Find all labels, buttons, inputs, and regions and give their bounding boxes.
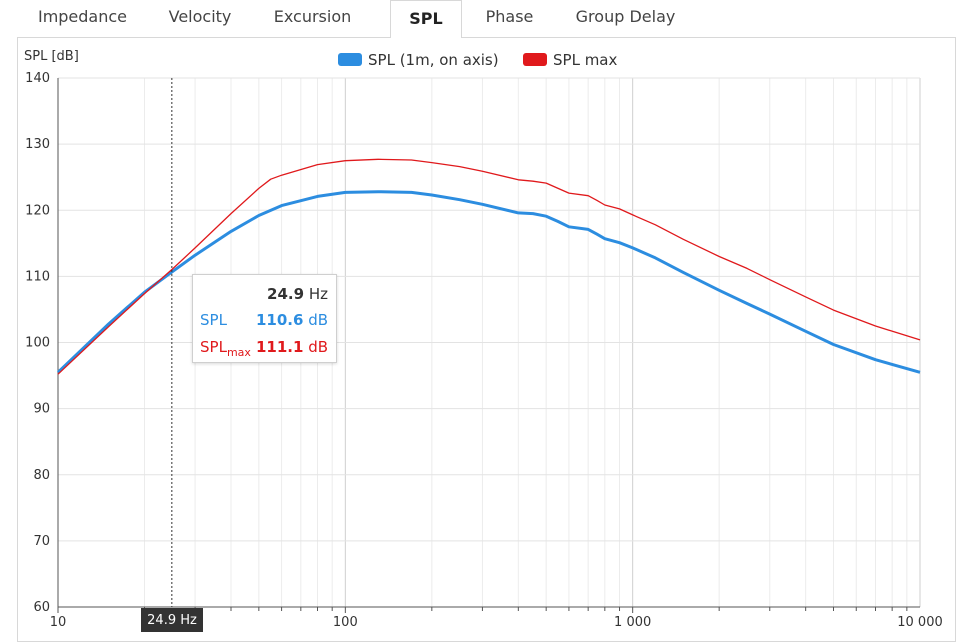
y-tick-label: 60 bbox=[33, 600, 50, 615]
legend-swatch bbox=[338, 53, 362, 66]
y-tick-label: 120 bbox=[25, 203, 50, 218]
y-tick-label: 80 bbox=[33, 468, 50, 483]
y-tick-label: 140 bbox=[25, 71, 50, 86]
tooltip-spl-label: SPL bbox=[200, 311, 227, 329]
x-tick-label: 1 000 bbox=[614, 615, 651, 630]
tooltip-splmax-label: SPLmax bbox=[200, 338, 251, 359]
grid-lines bbox=[57, 77, 921, 608]
tooltip-spl-value: 110.6 dB bbox=[255, 311, 328, 329]
tab-spl[interactable]: SPL bbox=[390, 0, 462, 38]
tab-excursion[interactable]: Excursion bbox=[273, 6, 352, 26]
x-tick-label: 10 bbox=[50, 615, 67, 630]
x-tick-label: 10 000 bbox=[897, 615, 943, 630]
axes: 60 70 80 90 100 110 120 130 140 10 100 1 000 10 000 S… bbox=[24, 49, 943, 630]
x-tick-label: 100 bbox=[333, 615, 358, 630]
legend: SPL (1m, on axis) SPL max bbox=[338, 51, 617, 69]
crosshair-frequency-badge: 24.9 Hz bbox=[141, 608, 203, 632]
tab-group-delay[interactable]: Group Delay bbox=[575, 6, 676, 26]
legend-swatch bbox=[523, 53, 547, 66]
y-axis-title: SPL [dB] bbox=[24, 49, 79, 64]
y-tick-label: 90 bbox=[33, 402, 50, 417]
legend-label: SPL (1m, on axis) bbox=[368, 51, 499, 69]
y-tick-label: 70 bbox=[33, 534, 50, 549]
tooltip-frequency: 24.9 Hz bbox=[267, 285, 328, 303]
legend-label: SPL max bbox=[553, 51, 617, 69]
tab-impedance[interactable]: Impedance bbox=[37, 6, 128, 26]
tooltip-splmax-value: 111.1 dB bbox=[255, 338, 328, 356]
tab-phase[interactable]: Phase bbox=[485, 6, 534, 26]
y-tick-label: 100 bbox=[25, 336, 50, 351]
series-spl-max-line bbox=[57, 158, 921, 375]
series-lines bbox=[56, 158, 921, 375]
series-spl-line bbox=[56, 190, 921, 374]
y-tick-label: 110 bbox=[25, 269, 50, 284]
hover-tooltip: 24.9 Hz SPL 110.6 dB SPLmax 111.1 dB bbox=[192, 274, 337, 363]
tab-bar: Impedance Velocity Excursion SPL Phase G… bbox=[0, 0, 959, 38]
tab-velocity[interactable]: Velocity bbox=[168, 6, 232, 26]
y-tick-label: 130 bbox=[25, 137, 50, 152]
